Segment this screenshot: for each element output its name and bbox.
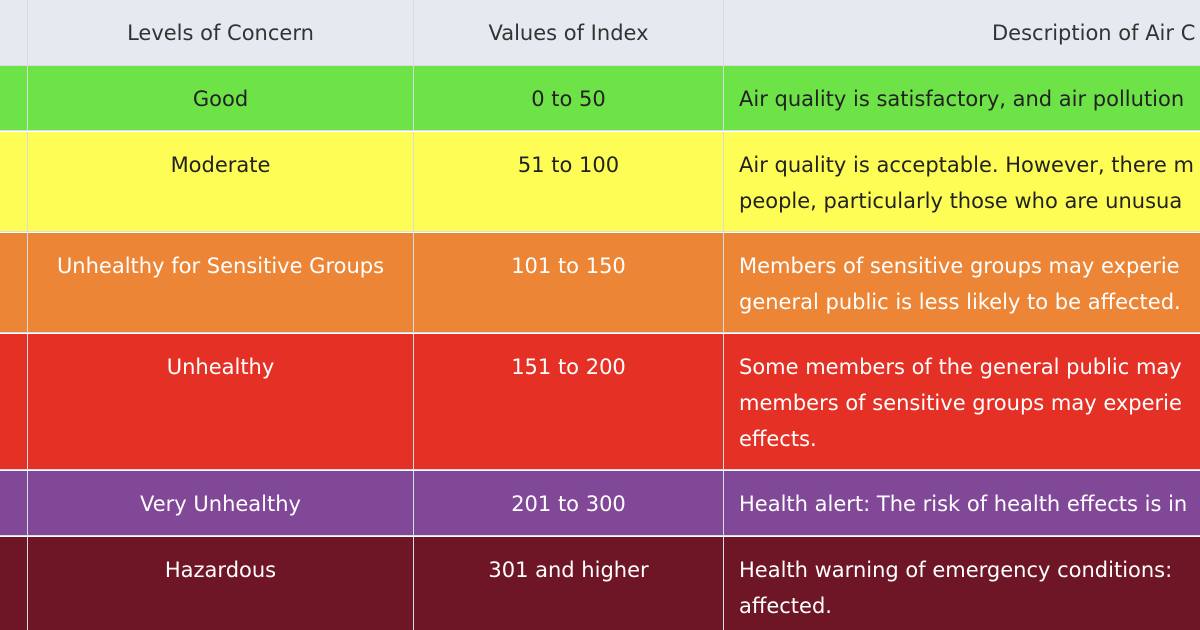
index-cell: 301 and higher — [414, 537, 724, 630]
index-cell: 151 to 200 — [414, 334, 724, 470]
level-text: Moderate — [170, 153, 271, 177]
level-text: Unhealthy — [166, 355, 275, 379]
header-text: Values of Index — [488, 20, 649, 45]
header-cell: Levels of Concern — [28, 0, 414, 66]
level-text: Very Unhealthy — [140, 492, 301, 516]
level-cell: Moderate — [28, 132, 414, 232]
level-text: Unhealthy for Sensitive Groups — [56, 254, 385, 278]
header-text: Levels of Concern — [127, 20, 314, 45]
level-cell: Unhealthy — [28, 334, 414, 470]
description-line: Some members of the general public may — [739, 355, 1182, 379]
index-cell: 101 to 150 — [414, 233, 724, 333]
description-cell: Health alert: The risk of health effects… — [724, 471, 1200, 536]
level-cell: Hazardous — [28, 537, 414, 630]
description-line: Health warning of emergency conditions: — [739, 558, 1173, 582]
description-cell: Members of sensitive groups may experie g… — [724, 233, 1200, 333]
header-text: Description of Air C — [992, 20, 1196, 45]
description-line: general public is less likely to be affe… — [739, 290, 1181, 314]
description-line: Health alert: The risk of health effects… — [739, 492, 1188, 516]
description-line: affected. — [739, 594, 832, 618]
description-line: Members of sensitive groups may experie — [739, 254, 1180, 278]
color-swatch — [0, 132, 28, 232]
header-cell — [0, 0, 28, 66]
index-text: 0 to 50 — [531, 87, 606, 111]
index-text: 151 to 200 — [511, 355, 626, 379]
color-swatch — [0, 471, 28, 536]
index-cell: 51 to 100 — [414, 132, 724, 232]
level-cell: Very Unhealthy — [28, 471, 414, 536]
color-swatch — [0, 233, 28, 333]
header-cell: Values of Index — [414, 0, 724, 66]
index-text: 201 to 300 — [511, 492, 626, 516]
color-swatch — [0, 537, 28, 630]
level-cell: Good — [28, 66, 414, 131]
description-line: Air quality is satisfactory, and air pol… — [739, 87, 1185, 111]
description-line: people, particularly those who are unusu… — [739, 189, 1183, 213]
description-line: effects. — [739, 427, 817, 451]
level-cell: Unhealthy for Sensitive Groups — [28, 233, 414, 333]
index-text: 101 to 150 — [511, 254, 626, 278]
description-line: Air quality is acceptable. However, ther… — [739, 153, 1194, 177]
description-cell: Health warning of emergency conditions: a… — [724, 537, 1200, 630]
level-text: Hazardous — [164, 558, 277, 582]
header-cell: Description of Air C — [724, 0, 1200, 66]
index-cell: 201 to 300 — [414, 471, 724, 536]
index-text: 51 to 100 — [517, 153, 620, 177]
color-swatch — [0, 334, 28, 470]
level-text: Good — [192, 87, 249, 111]
index-cell: 0 to 50 — [414, 66, 724, 131]
description-cell: Some members of the general public may me… — [724, 334, 1200, 470]
color-swatch — [0, 66, 28, 131]
index-text: 301 and higher — [488, 558, 649, 582]
description-cell: Air quality is acceptable. However, ther… — [724, 132, 1200, 232]
description-line: members of sensitive groups may experie — [739, 391, 1182, 415]
description-cell: Air quality is satisfactory, and air pol… — [724, 66, 1200, 131]
